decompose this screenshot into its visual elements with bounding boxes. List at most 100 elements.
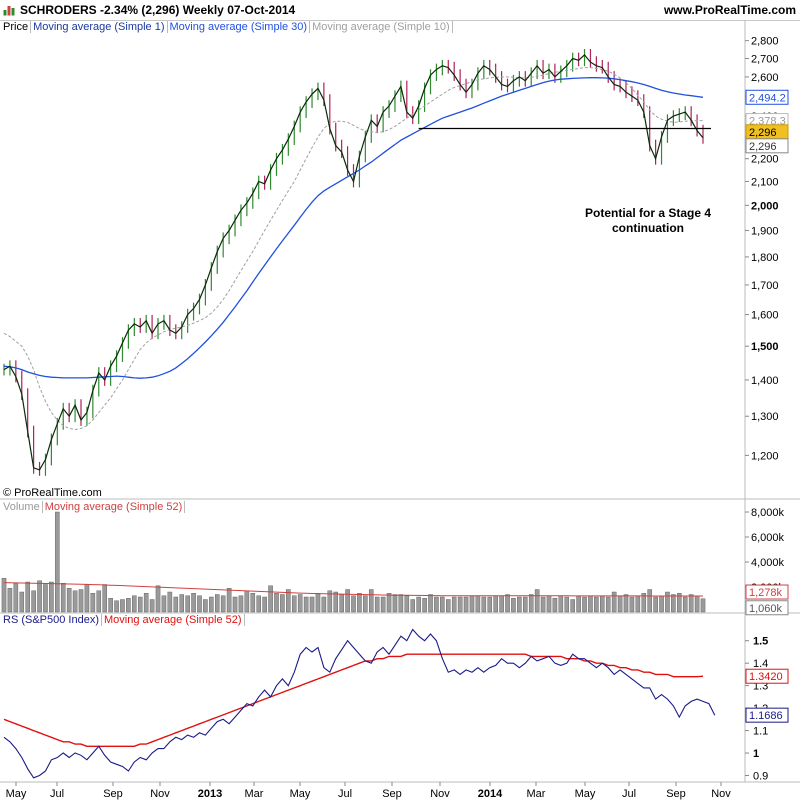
volume-bar[interactable] (564, 596, 570, 613)
volume-bar[interactable] (582, 596, 587, 613)
site-link[interactable]: www.ProRealTime.com (663, 3, 796, 17)
volume-bar[interactable] (78, 589, 84, 613)
volume-bar[interactable] (238, 595, 244, 613)
volume-bar[interactable] (469, 595, 475, 613)
volume-bar[interactable] (309, 596, 315, 613)
price-panel[interactable] (3, 49, 711, 476)
volume-bar[interactable] (528, 594, 534, 613)
volume-bar[interactable] (463, 596, 469, 613)
volume-bar[interactable] (588, 595, 593, 613)
volume-bar[interactable] (677, 593, 682, 613)
legend-rs-ma[interactable]: Moving average (Simple 52) (102, 614, 245, 626)
volume-bar[interactable] (629, 596, 635, 613)
rs-ma-line[interactable] (3, 653, 704, 747)
legend-ma1[interactable]: Moving average (Simple 1) (31, 21, 168, 33)
volume-bar[interactable] (653, 596, 658, 613)
volume-bar[interactable] (72, 590, 78, 613)
volume-bar[interactable] (558, 595, 564, 613)
volume-bar[interactable] (232, 596, 238, 613)
volume-bar[interactable] (487, 596, 493, 613)
price-line[interactable] (3, 54, 704, 471)
volume-bar[interactable] (440, 596, 445, 613)
volume-bar[interactable] (197, 595, 202, 613)
volume-bar[interactable] (321, 596, 327, 613)
volume-bar[interactable] (351, 595, 356, 613)
volume-bar[interactable] (43, 584, 48, 613)
volume-panel[interactable] (1, 511, 706, 613)
volume-bar[interactable] (386, 593, 392, 613)
volume-bar[interactable] (688, 594, 694, 613)
legend-rs[interactable]: RS (S&P500 Index) (1, 614, 102, 626)
volume-bar[interactable] (641, 593, 647, 613)
volume-bar[interactable] (60, 583, 66, 613)
volume-bar[interactable] (457, 596, 463, 613)
volume-bar[interactable] (493, 595, 498, 613)
volume-bar[interactable] (665, 591, 670, 613)
volume-bar[interactable] (481, 596, 487, 613)
volume-bar[interactable] (392, 594, 398, 613)
volume-bar[interactable] (256, 595, 261, 613)
ma30-line[interactable] (3, 77, 704, 379)
volume-bar[interactable] (226, 588, 232, 613)
volume-bar[interactable] (345, 589, 350, 613)
volume-bar[interactable] (410, 599, 416, 613)
volume-bar[interactable] (191, 593, 196, 613)
volume-bar[interactable] (179, 594, 184, 613)
volume-bar[interactable] (13, 583, 19, 613)
volume-bar[interactable] (434, 596, 439, 613)
volume-bar[interactable] (37, 580, 42, 613)
volume-bar[interactable] (297, 594, 303, 613)
volume-bar[interactable] (114, 600, 119, 613)
volume-bar[interactable] (291, 595, 297, 613)
volume-bar[interactable] (102, 584, 107, 613)
volume-bar[interactable] (647, 589, 652, 613)
volume-bar[interactable] (209, 596, 214, 613)
volume-bar[interactable] (600, 595, 605, 613)
volume-bar[interactable] (96, 590, 102, 613)
volume-bar[interactable] (84, 584, 90, 613)
volume-bar[interactable] (143, 593, 149, 613)
rs-panel[interactable] (3, 628, 716, 779)
volume-bar[interactable] (274, 593, 279, 613)
volume-bar[interactable] (576, 595, 581, 613)
volume-bar[interactable] (185, 595, 190, 613)
volume-bar[interactable] (214, 594, 220, 613)
volume-bar[interactable] (203, 599, 208, 613)
volume-bar[interactable] (682, 596, 688, 613)
volume-bar[interactable] (286, 589, 291, 613)
volume-bar[interactable] (611, 591, 617, 613)
legend-ma10[interactable]: Moving average (Simple 10) (310, 21, 453, 33)
volume-bar[interactable] (303, 596, 309, 613)
volume-bar[interactable] (671, 594, 676, 613)
volume-bar[interactable] (517, 596, 522, 613)
volume-bar[interactable] (55, 511, 60, 613)
volume-bar[interactable] (173, 596, 179, 613)
volume-bar[interactable] (635, 595, 641, 613)
ma10-line[interactable] (3, 67, 703, 431)
volume-bar[interactable] (380, 596, 386, 613)
volume-bar[interactable] (428, 594, 433, 613)
volume-bar[interactable] (534, 589, 540, 613)
volume-bar[interactable] (505, 594, 510, 613)
volume-bar[interactable] (404, 595, 410, 613)
legend-volume[interactable]: Volume (1, 501, 43, 513)
legend-volume-ma[interactable]: Moving average (Simple 52) (43, 501, 186, 513)
volume-bar[interactable] (333, 591, 339, 613)
volume-bar[interactable] (1, 578, 7, 613)
volume-bar[interactable] (66, 588, 72, 613)
volume-bar[interactable] (368, 589, 374, 613)
volume-bar[interactable] (617, 595, 623, 613)
volume-bar[interactable] (700, 598, 706, 613)
volume-bar[interactable] (363, 595, 368, 613)
volume-bar[interactable] (120, 599, 125, 613)
volume-bar[interactable] (446, 599, 451, 613)
volume-bar[interactable] (357, 593, 362, 613)
volume-bar[interactable] (540, 596, 546, 613)
volume-bar[interactable] (374, 596, 380, 613)
volume-bar[interactable] (499, 595, 504, 613)
volume-bar[interactable] (132, 595, 137, 613)
rs-line[interactable] (3, 628, 716, 779)
volume-bar[interactable] (694, 595, 700, 613)
volume-bar[interactable] (659, 595, 664, 613)
volume-bar[interactable] (7, 588, 13, 613)
